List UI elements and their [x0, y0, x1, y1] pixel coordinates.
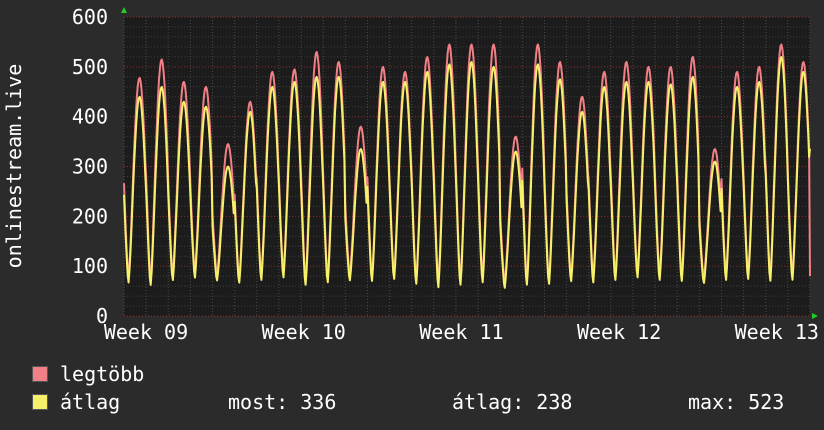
stat-max: max: 523: [688, 390, 785, 414]
series-lines: [123, 43, 811, 289]
y-tick-label: 100: [72, 254, 108, 278]
y-tick-label: 600: [72, 5, 108, 29]
y-axis: 0 100 200 300 400 500 600: [72, 5, 108, 328]
x-tick-label: Week 13: [735, 320, 819, 344]
y-axis-arrow: [121, 7, 127, 13]
axis-arrows: [121, 7, 818, 319]
legend-label-avg: átlag: [60, 390, 121, 414]
x-tick-label: Week 10: [262, 320, 346, 344]
legend-swatch-max: [32, 366, 48, 382]
y-tick-label: 400: [72, 105, 108, 129]
y-tick-label: 500: [72, 55, 108, 79]
x-axis-arrow: [812, 313, 818, 319]
y-tick-label: 200: [72, 204, 108, 228]
legend-label-max: legtöbb: [60, 362, 145, 386]
stat-average: átlag: 238: [452, 390, 573, 414]
y-tick-label: 0: [96, 304, 108, 328]
y-tick-label: 300: [72, 155, 108, 179]
y-axis-label: onlinestream.live: [2, 64, 26, 269]
stat-now: most: 336: [228, 390, 337, 414]
legend-item-avg: átlag: [32, 390, 121, 414]
series-line-avg: [123, 56, 811, 289]
x-tick-label: Week 12: [577, 320, 661, 344]
legend-swatch-avg: [32, 394, 48, 410]
legend-item-max: legtöbb: [32, 362, 145, 386]
x-tick-label: Week 09: [104, 320, 188, 344]
x-axis: Week 09 Week 10 Week 11 Week 12 Week 13: [104, 320, 819, 344]
x-tick-label: Week 11: [419, 320, 503, 344]
